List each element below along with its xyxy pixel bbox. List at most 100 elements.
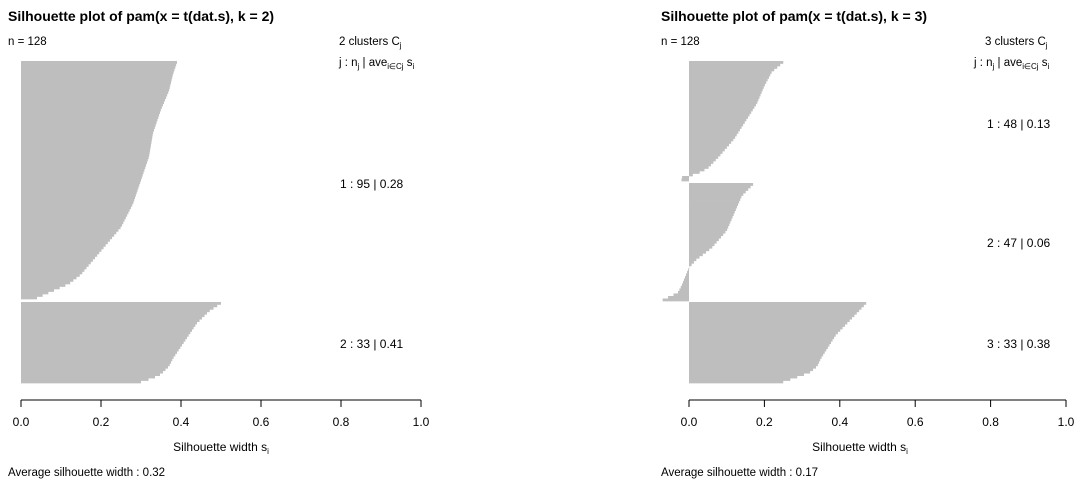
silhouette-bar — [21, 306, 214, 310]
silhouette-bar — [688, 268, 689, 272]
silhouette-bar — [21, 253, 98, 257]
x-tick-label: 0.4 — [831, 415, 848, 429]
silhouette-bar — [21, 346, 181, 349]
silhouette-bar — [689, 108, 753, 112]
silhouette-bar — [689, 158, 716, 162]
silhouette-bar — [689, 121, 745, 124]
silhouette-bar — [21, 211, 129, 215]
silhouette-bar — [21, 101, 164, 104]
panel-k3-legend-count: 3 clusters Cj — [985, 36, 1048, 50]
silhouette-bar — [21, 266, 87, 270]
silhouette-bar — [21, 191, 137, 195]
silhouette-bar — [21, 358, 173, 362]
silhouette-bar — [689, 220, 731, 224]
silhouette-bar — [21, 321, 197, 325]
silhouette-bar — [21, 216, 126, 220]
silhouette-bar — [689, 245, 713, 249]
silhouette-bar — [21, 356, 174, 359]
silhouette-bar — [689, 73, 771, 77]
silhouette-bar — [673, 293, 689, 297]
silhouette-bar — [679, 288, 689, 292]
silhouette-bar — [21, 365, 168, 369]
silhouette-bar — [689, 333, 836, 337]
silhouette-bar — [689, 66, 778, 69]
silhouette-bar — [21, 66, 176, 69]
silhouette-bar — [689, 138, 734, 142]
silhouette-bar — [689, 163, 711, 167]
silhouette-bar — [689, 106, 755, 109]
silhouette-bar — [689, 302, 867, 305]
silhouette-bar — [21, 181, 141, 185]
silhouette-bar — [21, 178, 141, 182]
silhouette-bar — [682, 176, 689, 179]
silhouette-bar — [689, 96, 760, 99]
silhouette-bar — [689, 113, 750, 117]
silhouette-bar — [21, 263, 89, 267]
panel-k2-ticks: 0.0 0.2 0.4 0.6 0.8 1.0 — [13, 400, 430, 429]
silhouette-bar — [689, 263, 692, 267]
silhouette-bar — [21, 198, 135, 202]
panel-k2-legend-header: 2 clusters Cj j : nj | avei∈Cj si — [338, 36, 415, 71]
silhouette-bar — [685, 275, 689, 279]
silhouette-bar — [689, 316, 853, 320]
silhouette-bar — [21, 138, 152, 142]
silhouette-bar — [21, 143, 151, 147]
silhouette-bar — [21, 223, 123, 227]
silhouette-bar — [21, 203, 133, 207]
silhouette-bar — [21, 273, 80, 277]
silhouette-bar — [21, 370, 163, 374]
silhouette-bar — [681, 178, 689, 182]
silhouette-bar — [689, 190, 746, 194]
x-tick-label: 0.6 — [253, 415, 270, 429]
silhouette-bar — [689, 143, 729, 147]
silhouette-bar — [21, 113, 160, 117]
panel-k3-ticks: 0.0 0.2 0.4 0.6 0.8 1.0 — [681, 400, 1075, 429]
silhouette-bar — [21, 158, 148, 162]
silhouette-bar — [689, 223, 730, 227]
panel-k2-average-footer: Average silhouette width : 0.32 — [8, 467, 165, 479]
silhouette-bar — [21, 304, 218, 308]
silhouette-bar — [21, 302, 221, 305]
silhouette-bar — [21, 146, 151, 150]
silhouette-bar — [689, 136, 736, 139]
silhouette-bar — [21, 288, 55, 292]
panel-k2-legend-columns: j : nj | avei∈Cj si — [338, 57, 415, 71]
x-tick-label: 0.0 — [681, 415, 698, 429]
silhouette-bar — [21, 186, 139, 190]
panel-k3: Silhouette plot of pam(x = t(dat.s), k =… — [661, 8, 1075, 479]
silhouette-bar — [21, 151, 150, 155]
silhouette-bar — [689, 258, 697, 262]
silhouette-bar — [689, 309, 860, 313]
silhouette-bar — [689, 314, 855, 318]
silhouette-bar — [21, 378, 149, 381]
silhouette-bar — [689, 153, 721, 157]
silhouette-bar — [21, 98, 166, 102]
silhouette-bar — [689, 63, 781, 67]
silhouette-bar — [21, 291, 49, 295]
silhouette-bar — [689, 343, 830, 347]
silhouette-bar — [689, 93, 761, 97]
silhouette-bar — [681, 283, 689, 287]
silhouette-bar — [689, 133, 737, 137]
silhouette-bar — [689, 200, 740, 204]
silhouette-bar — [21, 261, 91, 265]
silhouette-bar — [21, 348, 179, 352]
silhouette-bar — [682, 280, 689, 284]
silhouette-bar — [689, 101, 758, 104]
silhouette-bar — [689, 240, 717, 244]
silhouette-bar — [689, 208, 736, 211]
silhouette-bar — [21, 218, 125, 222]
silhouette-bar — [689, 368, 814, 372]
silhouette-bar — [21, 148, 151, 152]
silhouette-bar — [21, 116, 159, 119]
silhouette-bar — [689, 193, 744, 196]
silhouette-bar — [689, 185, 751, 189]
silhouette-bar — [689, 86, 764, 89]
silhouette-bar — [21, 319, 200, 322]
silhouette-bar — [662, 298, 689, 302]
silhouette-bar — [21, 221, 124, 225]
panel-k3-cluster-1-label: 1 : 48 | 0.13 — [987, 117, 1050, 131]
silhouette-bar — [21, 324, 196, 327]
silhouette-bar — [689, 78, 768, 82]
silhouette-bar — [21, 196, 136, 200]
